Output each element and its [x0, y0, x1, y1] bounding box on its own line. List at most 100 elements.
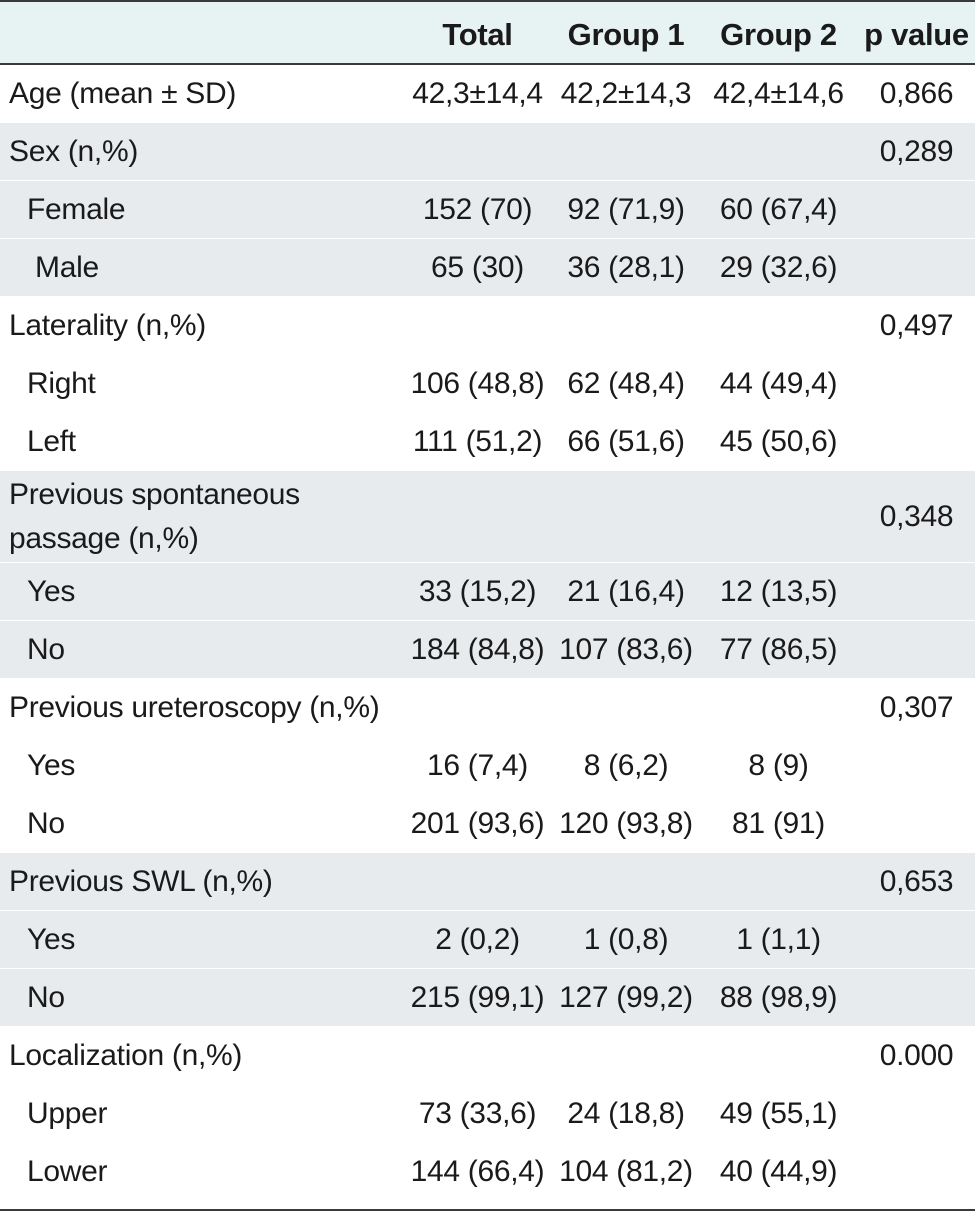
row-label: Yes [27, 922, 76, 956]
table-row: Lower 144 (66,4) 104 (81,2) 40 (44,9) [0, 1143, 975, 1201]
cell-group-2 [700, 679, 857, 736]
table-row: Right 106 (48,8) 62 (48,4) 44 (49,4) [0, 355, 975, 413]
cell-group-1: 62 (48,4) [567, 366, 685, 400]
row-label: Laterality (n,%) [9, 308, 206, 342]
table-row: Upper 73 (33,6) 24 (18,8) 49 (55,1) [0, 1085, 975, 1143]
cell-total: 16 (7,4) [427, 748, 528, 782]
table-row: Female 152 (70) 92 (71,9) 60 (67,4) [0, 181, 975, 239]
cell-total [405, 297, 550, 354]
cell-group-2 [700, 471, 857, 562]
cell-group-2 [700, 853, 857, 910]
row-label: Sex (n,%) [9, 134, 139, 168]
cell-group-2: 12 (13,5) [719, 574, 838, 608]
cell-total: 215 (99,1) [410, 980, 545, 1014]
cell-group-2: 88 (98,9) [719, 980, 838, 1014]
table-row: Localization (n,%) 0.000 [0, 1027, 975, 1085]
header-label-column [9, 2, 399, 63]
cell-group-1: 66 (51,6) [567, 424, 685, 458]
cell-group-1 [552, 1027, 700, 1084]
table-row: Yes 33 (15,2) 21 (16,4) 12 (13,5) [0, 563, 975, 621]
cell-group-2: 29 (32,6) [719, 250, 838, 284]
cell-p-value: 0,289 [879, 134, 954, 168]
cell-group-2: 40 (44,9) [719, 1154, 838, 1188]
header-group-1: Group 1 [567, 17, 685, 52]
table-row: Left 111 (51,2) 66 (51,6) 45 (50,6) [0, 413, 975, 471]
cell-group-1: 104 (81,2) [559, 1154, 693, 1188]
cell-p-value [858, 737, 975, 794]
row-label: Previous spontaneous passage (n,%) [9, 477, 300, 555]
row-label: Yes [27, 748, 76, 782]
cell-group-2: 44 (49,4) [719, 366, 838, 400]
cell-total [405, 123, 550, 180]
cell-p-value: 0,497 [879, 308, 954, 342]
cell-group-1: 36 (28,1) [567, 250, 685, 284]
cell-total: 33 (15,2) [418, 574, 537, 608]
cell-total [405, 853, 550, 910]
cell-total [405, 471, 550, 562]
cell-total: 106 (48,8) [410, 366, 545, 400]
cell-group-1 [552, 471, 700, 562]
cell-total: 184 (84,8) [410, 632, 545, 666]
cell-group-1: 92 (71,9) [567, 192, 685, 226]
row-label: Right [27, 366, 96, 400]
cell-total: 42,3±14,4 [412, 76, 543, 110]
cell-group-1: 127 (99,2) [559, 980, 693, 1014]
cell-total: 65 (30) [431, 250, 524, 284]
cell-total: 152 (70) [422, 192, 533, 226]
cell-group-1 [552, 679, 700, 736]
cell-p-value [858, 1143, 975, 1200]
cell-group-1: 107 (83,6) [559, 632, 693, 666]
cell-p-value [858, 181, 975, 238]
table-row: Previous SWL (n,%) 0,653 [0, 853, 975, 911]
cell-p-value: 0.000 [879, 1038, 954, 1072]
cell-group-1: 8 (6,2) [583, 748, 669, 782]
row-label: Previous SWL (n,%) [9, 864, 273, 898]
table-row: Laterality (n,%) 0,497 [0, 297, 975, 355]
table-row: Yes 2 (0,2) 1 (0,8) 1 (1,1) [0, 911, 975, 969]
table-row: Age (mean ± SD) 42,3±14,4 42,2±14,3 42,4±14… [0, 65, 975, 123]
table-row: No 215 (99,1) 127 (99,2) 88 (98,9) [0, 969, 975, 1027]
cell-p-value [858, 795, 975, 852]
cell-group-1 [552, 123, 700, 180]
table-row: Yes 16 (7,4) 8 (6,2) 8 (9) [0, 737, 975, 795]
cell-group-2 [700, 297, 857, 354]
row-label: No [27, 632, 65, 666]
row-label: No [27, 980, 65, 1014]
table-row: No 184 (84,8) 107 (83,6) 77 (86,5) [0, 621, 975, 679]
header-total: Total [442, 17, 513, 52]
cell-p-value [858, 1085, 975, 1142]
cell-total: 2 (0,2) [435, 922, 520, 956]
header-p-value: p value [864, 17, 969, 52]
table-row: Previous spontaneous passage (n,%) 0,348 [0, 471, 975, 563]
cell-p-value: 0,653 [879, 864, 954, 898]
cell-total: 73 (33,6) [418, 1096, 537, 1130]
cell-group-1: 21 (16,4) [567, 574, 685, 608]
cell-group-2: 1 (1,1) [736, 922, 821, 956]
row-label: Yes [27, 574, 76, 608]
cell-group-2: 8 (9) [748, 748, 809, 782]
cell-total: 111 (51,2) [412, 424, 543, 458]
cell-group-2 [700, 1027, 857, 1084]
cell-group-1 [552, 853, 700, 910]
row-label: No [27, 806, 65, 840]
table-row: Male 65 (30) 36 (28,1) 29 (32,6) [0, 239, 975, 297]
cell-p-value [858, 239, 975, 296]
header-group-2: Group 2 [720, 17, 837, 52]
cell-group-1: 1 (0,8) [583, 922, 669, 956]
cell-p-value: 0,866 [879, 76, 954, 110]
table-header: Total Group 1 Group 2 p value [0, 2, 975, 65]
cell-p-value [858, 413, 975, 470]
cell-total [405, 1027, 550, 1084]
cell-group-2: 45 (50,6) [719, 424, 838, 458]
row-label: Age (mean ± SD) [9, 76, 237, 110]
cell-p-value [858, 355, 975, 412]
cell-total [405, 679, 550, 736]
row-label: Localization (n,%) [9, 1038, 243, 1072]
cell-group-2: 42,4±14,6 [713, 76, 844, 110]
cell-p-value: 0,307 [879, 690, 954, 724]
cell-group-1 [552, 297, 700, 354]
row-label: Upper [27, 1096, 108, 1130]
cell-group-1: 24 (18,8) [567, 1096, 685, 1130]
cell-p-value: 0,348 [879, 499, 954, 533]
